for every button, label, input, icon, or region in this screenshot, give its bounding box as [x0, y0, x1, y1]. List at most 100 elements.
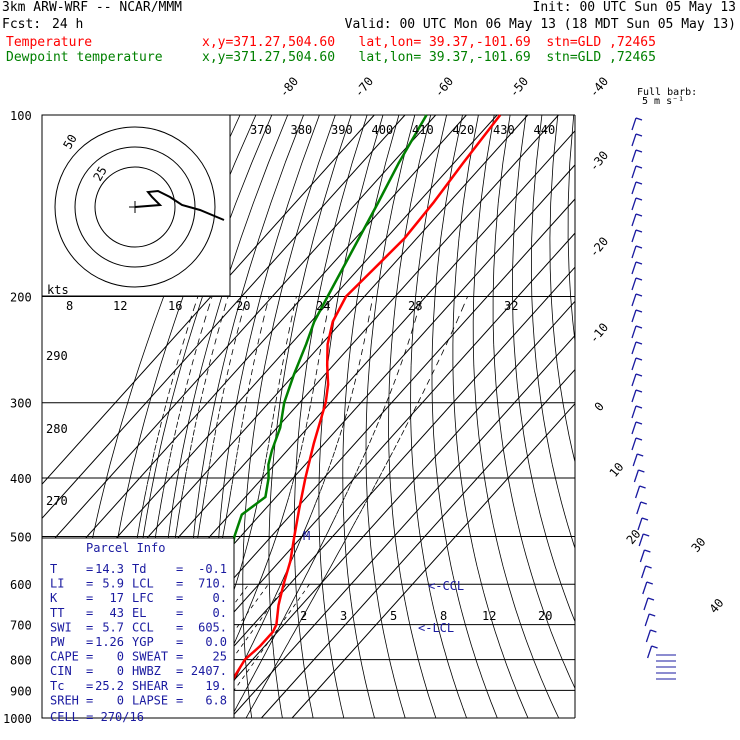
parcel-key: LAPSE	[132, 693, 168, 707]
parcel-eq: =	[176, 635, 183, 649]
hodograph-x-tick-label: 24	[316, 299, 330, 313]
isotherm-label: 20	[624, 527, 644, 547]
parcel-key: TT	[50, 606, 64, 620]
parcel-eq: =	[176, 650, 183, 664]
parcel-key: SWI	[50, 620, 72, 634]
parcel-key: K	[50, 591, 58, 605]
parcel-key: CCL	[132, 620, 154, 634]
wind-barb	[631, 197, 637, 211]
wind-barb-flag	[635, 373, 643, 377]
forecast-label: Fcst:	[2, 17, 42, 32]
isotherm-line	[168, 266, 576, 719]
wind-barb	[644, 613, 650, 627]
wind-barb-flag	[639, 485, 646, 489]
dry-adiabat-line	[242, 114, 336, 719]
dry-adiabat-line	[492, 114, 576, 689]
parcel-eq: =	[86, 606, 93, 620]
dry-adiabat-line	[410, 114, 467, 719]
wind-barb	[631, 117, 637, 131]
wind-barb-flag	[635, 133, 643, 137]
mixing-ratio-label: 5	[390, 609, 397, 623]
hodograph-ring-label: 50	[60, 132, 79, 152]
parcel-value: 0	[117, 693, 124, 707]
dry-adiabat-line	[268, 114, 352, 719]
hodograph-frame	[41, 114, 231, 297]
wind-barb-flag	[635, 181, 643, 185]
parcel-eq: =	[86, 562, 93, 576]
isotherm-label: -10	[587, 320, 612, 346]
pressure-axis-label: 100	[10, 109, 32, 123]
wind-barb	[631, 133, 637, 147]
isotherm-line	[230, 335, 576, 719]
dry-adiabat-line	[342, 114, 400, 719]
theta-label: 420	[453, 123, 475, 137]
parcel-value: 0	[117, 650, 124, 664]
wind-barb	[634, 485, 641, 499]
theta-label: 380	[291, 123, 313, 137]
dry-adiabat-line	[531, 114, 576, 549]
isotherm-line	[261, 369, 576, 719]
wind-barb	[631, 357, 637, 371]
isotherm-label: -50	[507, 74, 532, 100]
wind-barb	[638, 533, 644, 547]
theta-label: 410	[412, 123, 434, 137]
parcel-key: HWBZ	[132, 664, 161, 678]
theta-label: 400	[372, 123, 394, 137]
parcel-eq: =	[86, 679, 93, 693]
dry-adiabat-line	[365, 114, 416, 719]
hodograph-x-tick-label: 8	[66, 299, 73, 313]
wind-barb-flag	[635, 165, 643, 169]
wind-barb-flag	[635, 245, 643, 249]
pressure-axis-label: 1000	[3, 712, 32, 726]
parcel-key: Td	[132, 562, 146, 576]
parcel-value: 6.8	[205, 693, 227, 707]
parcel-eq: =	[176, 693, 183, 707]
wind-barb	[631, 277, 637, 291]
pressure-axis-label: 700	[10, 619, 32, 633]
wind-barb-flag	[645, 565, 652, 569]
wind-barb-flag	[636, 453, 644, 457]
pressure-axis-label: 300	[10, 397, 32, 411]
parcel-value: 25	[213, 650, 227, 664]
dry-adiabat-line	[388, 114, 437, 719]
parcel-eq: =	[176, 664, 183, 678]
wind-barb-flag	[648, 613, 656, 617]
hodograph-x-tick-label: 28	[408, 299, 422, 313]
wind-barb-flag	[635, 149, 643, 153]
wind-barbs	[631, 117, 676, 680]
wind-barb	[643, 597, 649, 611]
hodograph: 25 50 kts	[41, 114, 231, 297]
wind-barb	[645, 629, 652, 643]
hodograph-ring-label: 25	[90, 164, 109, 184]
parcel-eq: =	[86, 650, 93, 664]
parcel-eq: =	[176, 620, 183, 634]
init-time: Init: 00 UTC Sun 05 May 13	[532, 0, 737, 15]
mixing-ratio-label: 2	[300, 609, 307, 623]
isotherm-line	[41, 114, 375, 485]
wind-barb	[637, 517, 643, 531]
mixing-ratio-label: 20	[538, 609, 552, 623]
dry-adiabat-line	[567, 114, 576, 342]
parcel-info-box	[41, 537, 235, 719]
parcel-eq: =	[86, 591, 93, 605]
full-barb-units: 5 m s⁻¹	[642, 96, 684, 107]
wind-barb-flag	[651, 645, 658, 649]
wind-barb-flag	[635, 389, 643, 393]
parcel-value: 605.	[198, 620, 227, 634]
isotherm-label: -80	[277, 74, 302, 100]
hodograph-units-label: kts	[47, 283, 69, 297]
wind-barb	[631, 437, 637, 451]
hodograph-ring	[74, 146, 196, 268]
surface-marker: M	[303, 529, 310, 543]
wind-barb-flag	[650, 629, 657, 633]
parcel-value: 14.3	[95, 562, 124, 576]
wind-barb	[631, 149, 637, 163]
parcel-key: CAPE	[50, 650, 79, 664]
wind-barb-flag	[635, 277, 643, 281]
parcel-key: EL	[132, 606, 146, 620]
parcel-value: 17	[110, 591, 124, 605]
mixing-ratio-label: 12	[482, 609, 496, 623]
